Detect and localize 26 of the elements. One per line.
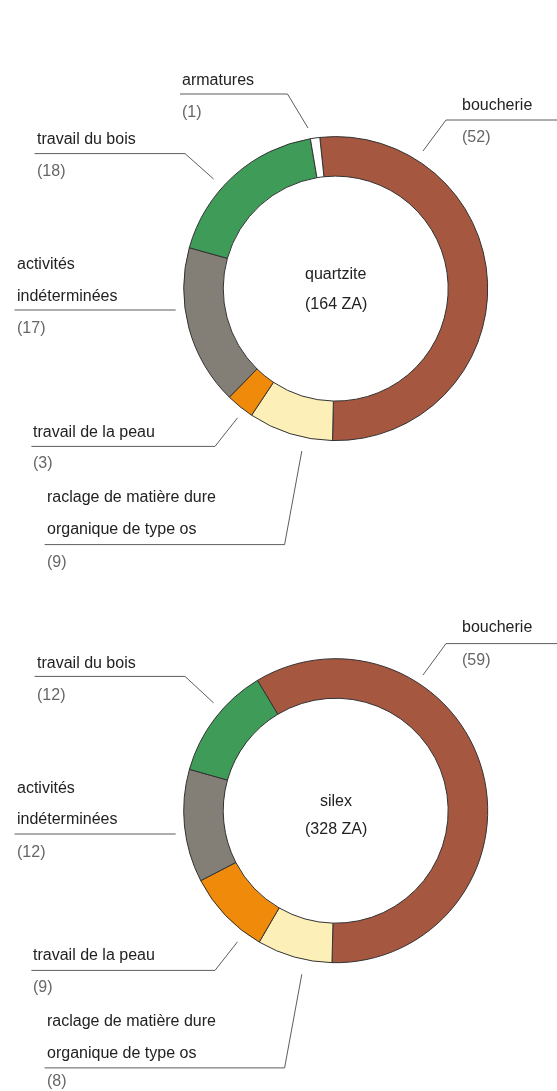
- data-label: (52): [462, 128, 491, 145]
- slice-label: travail du bois: [37, 654, 136, 671]
- slice-label: activités indéterminées: [17, 255, 118, 304]
- text: (164 ZA): [305, 295, 368, 312]
- data-label: (9): [33, 978, 53, 995]
- data-label: (3): [33, 454, 53, 471]
- slice-label: armatures: [182, 71, 255, 88]
- data-label: (59): [462, 651, 491, 668]
- slice-label: boucherie: [462, 618, 533, 635]
- slice-label: raclage de matière dure organique de type os: [47, 488, 217, 537]
- slice-label: travail de la peau: [33, 423, 155, 440]
- text: quartzite: [305, 265, 367, 282]
- data-label: (17): [17, 319, 46, 336]
- slice-label: boucherie: [462, 96, 533, 113]
- data-label: (12): [17, 843, 46, 860]
- slice-label: raclage de matière dure organique de type os: [47, 1012, 217, 1061]
- data-label: (1): [182, 103, 202, 120]
- text: (328 ZA): [305, 820, 368, 837]
- data-label: (8): [47, 1072, 67, 1089]
- slice-label: travail de la peau: [33, 946, 155, 963]
- slice-label: travail du bois: [37, 130, 136, 147]
- data-label: (9): [47, 553, 67, 570]
- data-label: (18): [37, 162, 66, 179]
- data-label: (12): [37, 686, 66, 703]
- text: silex: [320, 792, 353, 809]
- slice-label: activités indéterminées: [17, 779, 118, 827]
